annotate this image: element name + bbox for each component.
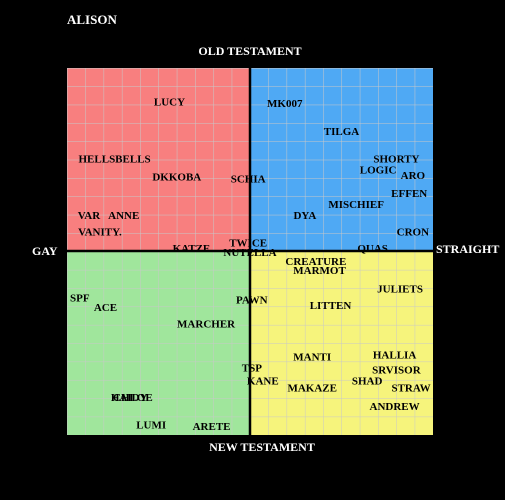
left-axis-label: GAY [32,244,58,258]
point-label: LOGIC [360,164,397,176]
point-label: SRVISOR [372,364,422,376]
point-label: TSP [242,362,262,374]
point-label: MK007 [267,98,303,110]
point-label: TILGA [324,126,360,138]
point-label: EFFEN [391,188,427,200]
point-label: VAR [78,210,101,222]
point-label: SHAD [352,375,383,387]
point-label: STRAW [391,383,430,395]
point-label: DKKOBA [152,172,201,184]
point-label: SPF [70,293,90,305]
point-label: ANDREW [370,401,420,413]
point-label: ARO [401,170,426,182]
chart-title: ALISON [67,12,117,27]
point-label: HELLSBELLS [79,153,151,165]
point-label: SHORTY [373,153,419,165]
point-label: KANE [247,375,279,387]
point-label: LUMI [136,419,166,431]
point-label: MARMOT [293,265,346,277]
point-label: HALLIA [373,350,416,362]
top-axis-label: OLD TESTAMENT [198,44,301,58]
point-label: PAWN [236,295,268,307]
point-label: MAKAZE [287,383,337,395]
point-label: ACE [94,302,117,314]
point-label: ANNE [108,210,139,222]
point-label: CREATURE [285,256,346,268]
point-label: VANITY. [78,227,122,239]
point-label: KATZE [173,243,211,255]
point-label: LUCY [154,96,185,108]
point-label: CHLOE [113,392,153,404]
right-axis-label: STRAIGHT [436,242,499,256]
point-label: MISCHIEF [328,199,384,211]
point-label: CRON [397,227,429,239]
point-label: TWICE [229,238,267,250]
point-label: ARETE [193,421,231,433]
point-label: DYA [293,210,316,222]
point-label: NUTELLA [223,247,276,259]
point-label: SCHIA [231,173,266,185]
point-label: LITTEN [310,300,352,312]
point-label: HAIDY [111,392,148,404]
point-label: QUAS [357,243,388,255]
point-label: JULIETS [377,284,423,296]
bottom-axis-label: NEW TESTAMENT [209,440,315,454]
point-label: MARCHER [177,318,236,330]
point-label: MANTI [293,351,331,363]
